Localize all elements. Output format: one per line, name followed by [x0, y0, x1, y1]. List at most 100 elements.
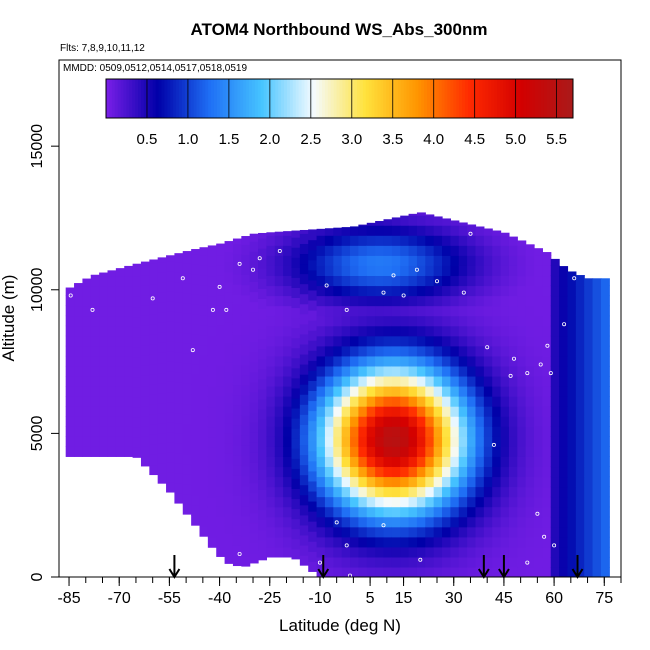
heatmap-cell — [534, 335, 543, 347]
heatmap-cell — [525, 285, 535, 297]
heatmap-cell — [600, 355, 610, 367]
heatmap-cell — [492, 566, 502, 577]
heatmap-cell — [458, 325, 468, 337]
heatmap-cell — [74, 335, 84, 347]
heatmap-cell — [584, 325, 594, 337]
heatmap-cell — [458, 375, 468, 387]
heatmap-cell — [266, 245, 276, 256]
heatmap-cell — [391, 396, 401, 407]
heatmap-cell — [140, 335, 150, 346]
heatmap-cell — [224, 271, 234, 283]
heatmap-cell — [375, 221, 385, 226]
heatmap-cell — [350, 295, 359, 307]
heatmap-cell — [375, 416, 385, 427]
heatmap-cell — [291, 230, 301, 238]
heatmap-cell — [358, 375, 368, 387]
heatmap-cell — [500, 375, 510, 387]
heatmap-cell — [458, 506, 468, 518]
heatmap-cell — [191, 344, 201, 355]
heatmap-cell — [542, 556, 552, 568]
heatmap-cell — [550, 476, 560, 488]
heatmap-cell — [182, 493, 192, 505]
heatmap-cell — [500, 255, 510, 266]
heatmap-cell — [525, 526, 535, 538]
heatmap-cell — [508, 295, 518, 307]
heatmap-cell — [341, 436, 351, 447]
heatmap-cell — [525, 486, 535, 498]
heatmap-cell — [416, 335, 426, 347]
heatmap-cell — [416, 265, 426, 277]
heatmap-cell — [258, 529, 267, 541]
heatmap-cell — [199, 325, 209, 336]
heatmap-cell — [467, 486, 477, 498]
heatmap-cell — [450, 496, 460, 508]
heatmap-cell — [249, 552, 259, 564]
heatmap-cell — [391, 436, 401, 447]
heatmap-cell — [74, 355, 84, 367]
heatmap-cell — [224, 291, 234, 303]
heatmap-cell — [567, 315, 577, 327]
heatmap-cell — [475, 546, 485, 558]
heatmap-cell — [458, 556, 468, 568]
heatmap-cell — [299, 273, 309, 285]
heatmap-cell — [74, 365, 84, 377]
heatmap-cell — [475, 355, 485, 367]
heatmap-cell — [241, 495, 251, 507]
heatmap-cell — [425, 255, 435, 266]
heatmap-cell — [232, 404, 242, 416]
heatmap-cell — [508, 335, 518, 347]
heatmap-cell — [174, 311, 184, 323]
heatmap-cell — [508, 365, 518, 377]
heatmap-cell — [166, 300, 176, 312]
heatmap-cell — [383, 315, 393, 327]
heatmap-cell — [391, 335, 401, 347]
heatmap-cell — [149, 263, 159, 274]
heatmap-cell — [600, 526, 610, 538]
heatmap-cell — [534, 546, 543, 558]
heatmap-cell — [157, 372, 167, 384]
heatmap-cell — [90, 305, 100, 317]
heatmap-cell — [408, 416, 418, 427]
heatmap-cell — [241, 274, 251, 286]
heatmap-cell — [492, 325, 502, 337]
heatmap-cell — [584, 526, 594, 538]
heatmap-cell — [550, 386, 560, 397]
heatmap-cell — [375, 255, 385, 266]
heatmap-cell — [567, 305, 577, 317]
heatmap-cell — [559, 375, 569, 387]
heatmap-cell — [99, 406, 109, 417]
heatmap-cell — [291, 247, 301, 258]
heatmap-cell — [291, 418, 301, 429]
heatmap-cell — [316, 546, 326, 558]
heatmap-cell — [266, 446, 276, 457]
heatmap-cell — [266, 436, 276, 447]
heatmap-cell — [350, 386, 359, 397]
colorbar-cell — [111, 79, 116, 118]
heatmap-cell — [299, 353, 309, 365]
heatmap-cell — [258, 238, 267, 249]
heatmap-cell — [341, 315, 351, 327]
heatmap-cell — [149, 333, 159, 345]
heatmap-cell — [458, 275, 468, 287]
heatmap-cell — [492, 295, 502, 307]
heatmap-cell — [241, 455, 251, 467]
heatmap-cell — [266, 486, 276, 498]
heatmap-cell — [241, 264, 251, 276]
heatmap-cell — [199, 375, 209, 386]
heatmap-cell — [350, 436, 359, 447]
heatmap-cell — [283, 466, 293, 478]
heatmap-cell — [391, 355, 401, 367]
heatmap-cell — [467, 386, 477, 397]
heatmap-cell — [534, 446, 543, 457]
heatmap-cell — [82, 386, 92, 397]
heatmap-cell — [567, 275, 577, 287]
y-tick-label: 0 — [29, 572, 46, 581]
heatmap-cell — [433, 396, 443, 407]
heatmap-cell — [308, 239, 318, 251]
heatmap-cell — [425, 466, 435, 478]
colorbar-cell — [342, 79, 346, 118]
heatmap-cell — [107, 426, 117, 437]
heatmap-cell — [241, 465, 251, 477]
heatmap-cell — [316, 386, 326, 397]
heatmap-cell — [592, 436, 602, 447]
